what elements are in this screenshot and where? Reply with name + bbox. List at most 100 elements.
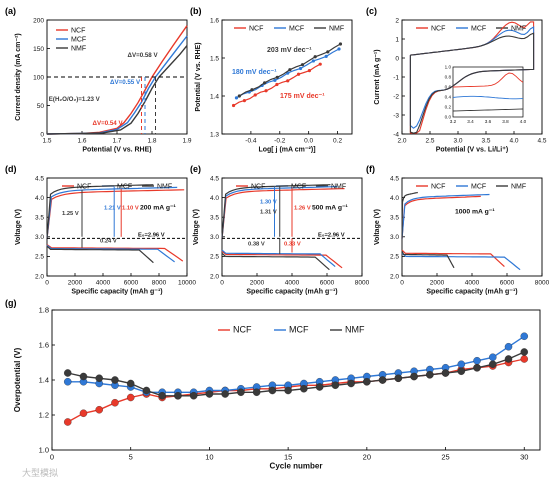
charge-curve-mcf — [46, 186, 178, 239]
data-point-nmf — [237, 388, 245, 396]
x-axis-label: Specific capacity (mAh g⁻¹) — [71, 289, 162, 296]
x-tick-label: -0.2 — [274, 138, 286, 145]
data-point-nmf — [313, 55, 317, 59]
inset-y-tick-label: 0.8 — [445, 75, 452, 80]
legend-label-nmf: NMF — [511, 184, 526, 191]
x-axis-label: Specific capacity (mAh g⁻¹) — [426, 289, 517, 296]
inset-x-tick-label: 4.0 — [520, 119, 527, 124]
y-tick-label: 1.3 — [210, 131, 219, 138]
charge-curve-nmf — [401, 191, 418, 239]
x-tick-label: 10000 — [178, 280, 196, 287]
x-tick-label: 4.0 — [509, 138, 518, 145]
annotation-label: ΔV=0.58 V — [128, 52, 159, 59]
annotation-label: 1.21 V — [104, 205, 121, 211]
x-tick-label: 15 — [284, 453, 292, 462]
data-point-nmf — [142, 386, 151, 395]
plot-frame — [46, 177, 188, 277]
data-point-nmf — [426, 370, 434, 379]
data-point-mcf — [520, 332, 529, 340]
x-tick-label: 2.0 — [397, 138, 406, 145]
data-point-nmf — [326, 50, 330, 54]
data-point-ncf — [242, 99, 246, 103]
y-tick-label: -1 — [393, 74, 399, 81]
legend-label-nmf: NMF — [511, 26, 526, 33]
x-axis-label: Potential (V vs. Li/Li⁺) — [436, 147, 509, 154]
data-point-nmf — [205, 390, 214, 398]
x-tick-label: 1.6 — [77, 138, 86, 145]
data-point-mcf — [311, 59, 315, 63]
discharge-curve-ncf — [46, 244, 184, 262]
y-tick-label: 1.4 — [210, 93, 219, 100]
panel-label: (f) — [366, 164, 375, 174]
x-tick-label: 2000 — [68, 280, 83, 287]
y-tick-label: 4.5 — [210, 175, 219, 182]
data-point-nmf — [378, 376, 387, 384]
y-tick-label: 2.0 — [210, 273, 219, 280]
plot-frame — [221, 19, 353, 135]
y-tick-label: -2 — [393, 93, 399, 100]
legend-label-mcf: MCF — [71, 37, 86, 44]
annotation-label: E(H₂O/O₂)=1.23 V — [49, 96, 101, 103]
data-point-mcf — [324, 54, 328, 59]
current-label: 1000 mA g⁻¹ — [455, 208, 495, 215]
y-tick-label: 200 — [33, 17, 44, 24]
x-tick-label: 0.2 — [333, 138, 342, 145]
charge-curve-mcf — [401, 193, 490, 239]
inset-x-tick-label: 3.4 — [467, 119, 474, 124]
data-point-mcf — [63, 377, 72, 386]
data-point-mcf — [489, 353, 497, 361]
y-tick-label: 1.0 — [39, 446, 49, 455]
data-point-mcf — [473, 356, 481, 365]
legend-label-ncf: NCF — [233, 325, 252, 335]
legend-label-nmf: NMF — [71, 46, 86, 53]
inset-y-tick-label: 0.0 — [445, 115, 452, 120]
data-point-nmf — [288, 68, 292, 72]
inset-y-tick-label: 1.0 — [445, 65, 452, 70]
y-tick-label: 1.8 — [39, 306, 49, 315]
legend-label-mcf: MCF — [471, 184, 486, 191]
data-point-nmf — [158, 391, 166, 400]
data-point-nmf — [473, 363, 481, 372]
legend-label-nmf: NMF — [345, 325, 365, 335]
x-tick-label: 1.8 — [147, 138, 156, 145]
data-point-ncf — [63, 418, 72, 426]
discharge-curve-nmf — [46, 245, 154, 264]
inset-line-mcf — [452, 95, 524, 100]
data-point-mcf — [337, 47, 341, 51]
data-point-nmf — [79, 372, 88, 381]
legend-label-mcf: MCF — [117, 184, 132, 191]
data-point-ncf — [307, 69, 311, 73]
annotation-label: ΔV=0.55 V — [110, 79, 141, 86]
charge-curve-nmf — [46, 184, 154, 239]
series-line-ncf — [67, 358, 525, 423]
data-point-ncf — [95, 405, 103, 414]
data-point-nmf — [394, 374, 403, 382]
y-axis-label: Voltage (V) — [374, 209, 381, 245]
x-tick-label: 10 — [205, 453, 213, 462]
annotation-label: 1.10 V — [122, 205, 139, 211]
y-tick-label: 3.5 — [390, 214, 399, 221]
charge-curve-ncf — [46, 189, 185, 239]
annotation-label: 180 mV dec⁻¹ — [232, 69, 277, 76]
data-point-nmf — [457, 367, 466, 375]
y-tick-label: 0 — [395, 55, 399, 62]
x-tick-label: 30 — [520, 453, 528, 462]
x-tick-label: 4.5 — [537, 138, 546, 145]
annotation-label: 0.38 V — [248, 241, 265, 247]
y-axis-label: Potential (V vs. RHE) — [195, 42, 202, 111]
y-axis-label: Current (mA g⁻¹) — [374, 49, 381, 104]
data-point-mcf — [298, 66, 303, 71]
legend-label-nmf: NMF — [157, 184, 172, 191]
data-point-nmf — [221, 390, 229, 398]
data-point-mcf — [504, 342, 513, 351]
x-tick-label: 8000 — [355, 280, 370, 287]
data-point-ncf — [264, 89, 268, 93]
axes-layer — [46, 19, 543, 451]
x-tick-label: 3.0 — [453, 138, 462, 145]
y-tick-label: 3.5 — [35, 214, 44, 221]
current-label: 500 mA g⁻¹ — [312, 204, 349, 211]
legend-label-ncf: NCF — [249, 26, 263, 33]
data-point-ncf — [126, 393, 135, 402]
x-tick-label: 20 — [363, 453, 371, 462]
